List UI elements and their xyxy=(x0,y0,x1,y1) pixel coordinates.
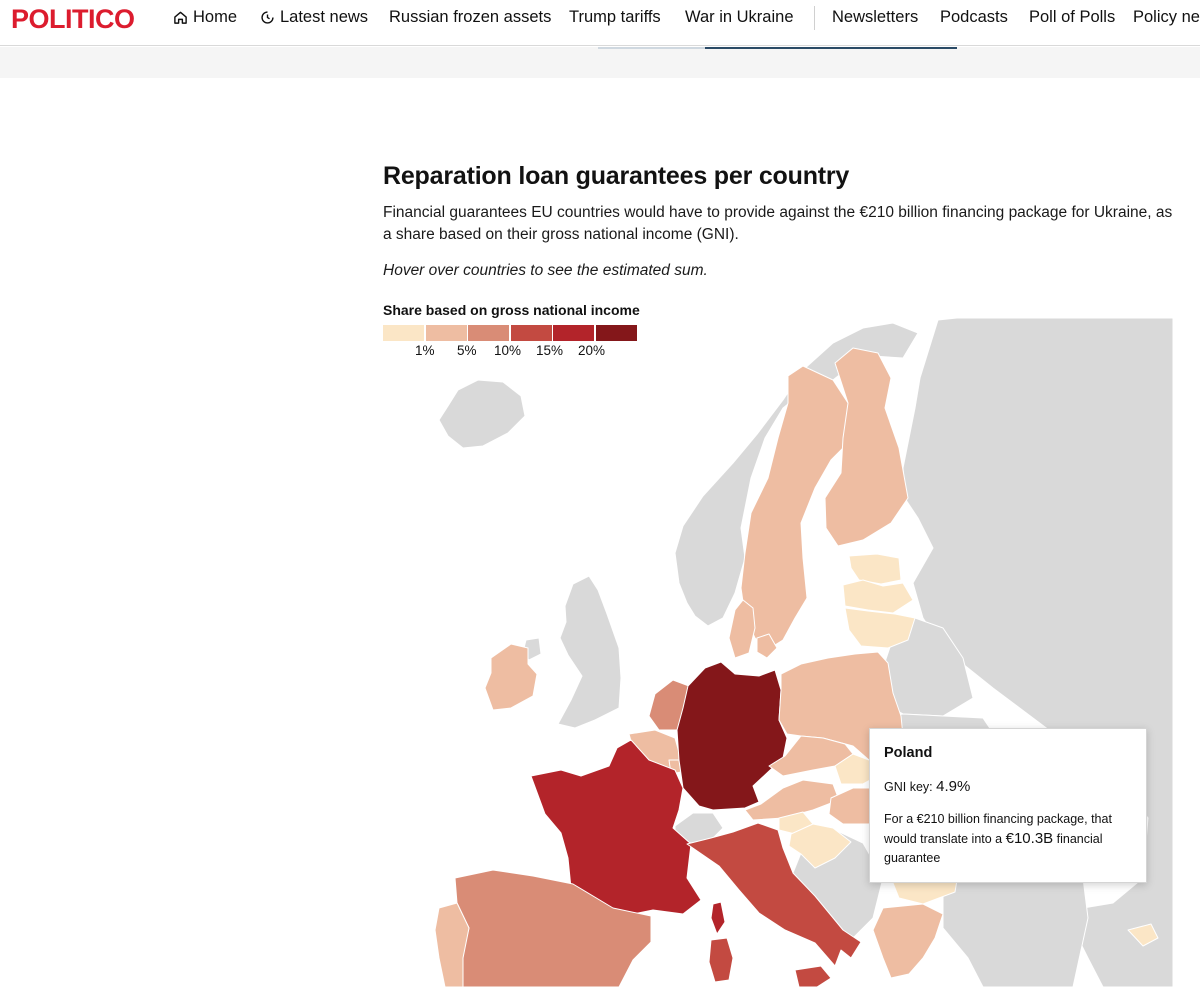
country-united-kingdom[interactable] xyxy=(557,575,622,729)
country-tooltip: Poland GNI key: 4.9% For a €210 billion … xyxy=(869,728,1147,883)
tooltip-gni-key: GNI key: 4.9% xyxy=(884,778,1132,795)
legend-swatch-3 xyxy=(510,325,552,341)
legend-label-15: 15% xyxy=(536,343,564,358)
country-sicily[interactable] xyxy=(794,965,832,987)
country-iceland[interactable] xyxy=(438,379,526,449)
country-denmark[interactable] xyxy=(728,599,756,659)
legend-color-scale xyxy=(383,325,639,341)
tooltip-text-before: For a €210 billion financing package, th… xyxy=(884,812,1112,846)
tooltip-explanation: For a €210 billion financing package, th… xyxy=(884,810,1132,868)
legend-label-10: 10% xyxy=(494,343,522,358)
nav-poll-of-polls[interactable]: Poll of Polls xyxy=(1029,8,1115,27)
graphic-title: Reparation loan guarantees per country xyxy=(383,162,850,190)
legend-label-20: 20% xyxy=(578,343,606,358)
sub-tab-active-indicator xyxy=(705,47,957,49)
legend-swatch-5 xyxy=(595,325,637,341)
country-estonia[interactable] xyxy=(848,553,902,585)
country-cyprus[interactable] xyxy=(1127,923,1159,947)
country-italy[interactable] xyxy=(686,822,862,967)
tooltip-text-after: financial guarantee xyxy=(884,832,1103,865)
sub-tab-indicator xyxy=(598,47,705,49)
nav-russian-frozen-assets[interactable]: Russian frozen assets xyxy=(389,8,551,27)
nav-russian-frozen-assets-label: Russian frozen assets xyxy=(389,8,552,26)
tooltip-gni-value: 4.9% xyxy=(936,778,971,795)
nav-policy-news-label: Policy ne xyxy=(1133,8,1200,26)
country-lithuania[interactable] xyxy=(844,607,916,649)
legend-label-5: 5% xyxy=(457,343,477,358)
nav-podcasts[interactable]: Podcasts xyxy=(940,8,1008,27)
nav-podcasts-label: Podcasts xyxy=(940,8,1008,26)
country-finland[interactable] xyxy=(824,347,909,547)
home-icon xyxy=(174,11,187,24)
sub-navigation-bar xyxy=(0,47,1200,78)
country-portugal[interactable] xyxy=(434,902,470,987)
nav-trump-tariffs-label: Trump tariffs xyxy=(569,8,661,26)
legend-title: Share based on gross national income xyxy=(383,302,640,318)
country-sardinia[interactable] xyxy=(708,937,734,983)
top-navigation: POLITICO Home Latest news Russian frozen… xyxy=(0,0,1200,46)
country-latvia[interactable] xyxy=(842,579,914,614)
europe-choropleth-map xyxy=(383,318,1173,987)
nav-latest-news-label: Latest news xyxy=(280,8,369,26)
country-denmark-islands[interactable] xyxy=(756,633,778,659)
country-greece[interactable] xyxy=(872,903,944,979)
clock-icon xyxy=(261,11,274,24)
nav-trump-tariffs[interactable]: Trump tariffs xyxy=(569,8,661,27)
country-ireland[interactable] xyxy=(484,643,538,711)
tooltip-gni-prefix: GNI key: xyxy=(884,780,933,794)
nav-poll-of-polls-label: Poll of Polls xyxy=(1029,8,1116,26)
country-austria[interactable] xyxy=(744,779,840,821)
nav-divider xyxy=(814,6,815,30)
nav-newsletters-label: Newsletters xyxy=(832,8,919,26)
graphic-hint: Hover over countries to see the estimate… xyxy=(383,262,708,279)
nav-war-in-ukraine-label: War in Ukraine xyxy=(685,8,794,26)
legend-swatch-4 xyxy=(553,325,595,341)
legend-swatch-2 xyxy=(468,325,510,341)
country-germany[interactable] xyxy=(676,661,788,811)
nav-war-in-ukraine[interactable]: War in Ukraine xyxy=(685,8,794,27)
country-corsica[interactable] xyxy=(710,901,726,935)
nav-home[interactable]: Home xyxy=(173,8,237,27)
legend-label-1: 1% xyxy=(415,343,435,358)
nav-latest-news[interactable]: Latest news xyxy=(260,8,368,27)
tooltip-amount: €10.3B xyxy=(1005,830,1054,847)
nav-newsletters[interactable]: Newsletters xyxy=(832,8,918,27)
map-svg xyxy=(434,318,1173,987)
graphic-description: Financial guarantees EU countries would … xyxy=(383,204,1173,243)
nav-home-label: Home xyxy=(193,8,238,26)
politico-logo[interactable]: POLITICO xyxy=(11,4,135,34)
legend-swatch-1 xyxy=(425,325,467,341)
country-croatia[interactable] xyxy=(788,823,852,869)
tooltip-country-name: Poland xyxy=(884,745,933,761)
country-czechia[interactable] xyxy=(768,735,854,777)
legend-swatch-0 xyxy=(383,325,424,341)
nav-policy-news[interactable]: Policy ne xyxy=(1133,8,1200,27)
